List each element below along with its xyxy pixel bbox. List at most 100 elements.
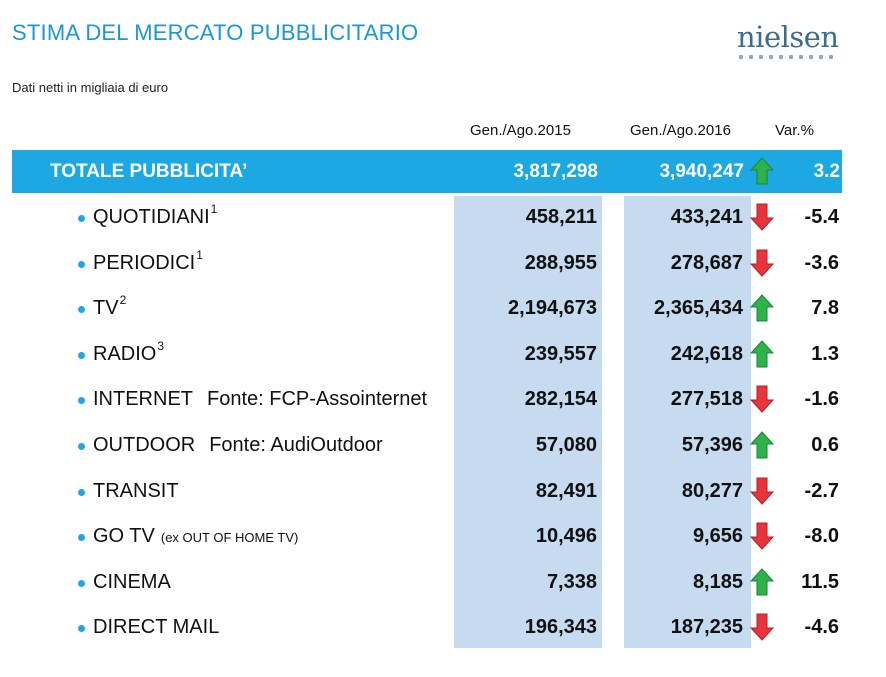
- value-2015: 10,496: [535, 525, 597, 548]
- variation-percent: -4.6: [804, 616, 839, 639]
- row-label-wrap: RADIO3: [93, 339, 164, 366]
- table-row: RADIO3 239,557 242,618 1.3: [0, 333, 886, 379]
- variation-percent: -1.6: [804, 388, 839, 411]
- table-row: DIRECT MAIL 196,343 187,235 -4.6: [0, 606, 886, 652]
- bullet-icon: [78, 625, 85, 633]
- variation-percent: 11.5: [801, 570, 839, 593]
- row-footnote-ref: 1: [196, 247, 203, 262]
- value-2016: 242,618: [670, 342, 743, 365]
- row-footnote-ref: 1: [210, 202, 218, 216]
- trend-down-arrow-icon: [750, 203, 774, 231]
- bullet-icon: [78, 351, 85, 359]
- value-2016: 57,396: [681, 434, 743, 456]
- total-trend-up-arrow-icon: [750, 157, 774, 185]
- row-label-wrap: GO TV (ex OUT OF HOME TV): [93, 525, 298, 548]
- bullet-icon: [78, 397, 85, 405]
- bullet-icon: [78, 488, 85, 496]
- variation-percent: -8.0: [804, 525, 839, 548]
- row-footnote-ref: 3: [157, 338, 165, 353]
- page-title: STIMA DEL MERCATO PUBBLICITARIO: [12, 20, 419, 45]
- trend-down-arrow-icon: [750, 477, 774, 505]
- total-row: TOTALE PUBBLICITA’ 3,817,298 3,940,247 3…: [12, 150, 842, 193]
- row-label: INTERNET: [93, 388, 193, 411]
- nielsen-logo: nielsen: [737, 20, 839, 66]
- row-small-note: (ex OUT OF HOME TV): [160, 530, 299, 546]
- table-row: OUTDOOR Fonte: AudiOutdoor 57,080 57,396 0.6: [0, 424, 886, 470]
- bullet-icon: [78, 215, 85, 222]
- logo-dots: [737, 55, 837, 59]
- bullet-icon: [78, 306, 85, 314]
- row-label-wrap: TRANSIT: [93, 480, 179, 503]
- value-2015: 82,491: [535, 479, 597, 502]
- bullet-icon: [78, 443, 85, 450]
- table-row: QUOTIDIANI1 458,211 433,241 -5.4: [0, 196, 886, 242]
- variation-percent: 7.8: [811, 297, 839, 320]
- trend-down-arrow-icon: [750, 613, 774, 642]
- value-2016: 8,185: [692, 570, 743, 593]
- value-2016: 9,656: [692, 525, 743, 548]
- table-row: INTERNET Fonte: FCP-Assointernet 282,154 27…: [0, 378, 886, 424]
- row-label: TV: [93, 297, 119, 320]
- total-label: TOTALE PUBBLICITA’: [50, 161, 248, 182]
- value-2015: 57,080: [535, 434, 597, 456]
- row-label: DIRECT MAIL: [93, 616, 220, 639]
- row-label: TRANSIT: [93, 479, 179, 502]
- total-value-2015: 3,817,298: [513, 161, 598, 182]
- row-source-note: Fonte: FCP-Assointernet: [207, 388, 428, 411]
- row-label-wrap: CINEMA: [93, 571, 171, 594]
- value-2016: 433,241: [670, 206, 743, 228]
- page-subtitle: Dati netti in migliaia di euro: [12, 80, 169, 95]
- column-header-2016: Gen./Ago.2016: [630, 122, 731, 139]
- row-source-note: Fonte: AudiOutdoor: [209, 434, 383, 456]
- row-label-wrap: INTERNET Fonte: FCP-Assointernet: [93, 388, 427, 411]
- variation-percent: -3.6: [804, 251, 839, 274]
- total-value-2016: 3,940,247: [659, 161, 744, 182]
- variation-percent: 0.6: [811, 434, 839, 456]
- trend-up-arrow-icon: [750, 568, 774, 596]
- table-row: TV2 2,194,673 2,365,434 7.8: [0, 287, 886, 333]
- value-2016: 80,277: [681, 479, 743, 502]
- value-2016: 2,365,434: [654, 297, 743, 320]
- row-label-wrap: OUTDOOR Fonte: AudiOutdoor: [93, 434, 383, 457]
- row-label: OUTDOOR: [93, 434, 196, 456]
- variation-percent: -5.4: [804, 206, 839, 228]
- trend-up-arrow-icon: [750, 294, 774, 322]
- trend-down-arrow-icon: [750, 249, 774, 277]
- row-label-wrap: QUOTIDIANI1: [93, 202, 217, 229]
- variation-percent: -2.7: [804, 479, 839, 502]
- value-2015: 288,955: [524, 251, 597, 274]
- row-label-wrap: DIRECT MAIL: [93, 616, 219, 639]
- table-row: PERIODICI1 288,955 278,687 -3.6: [0, 242, 886, 288]
- value-2015: 239,557: [524, 342, 597, 365]
- table-row: CINEMA 7,338 8,185 11.5: [0, 561, 886, 607]
- trend-up-arrow-icon: [750, 431, 774, 459]
- trend-up-arrow-icon: [750, 340, 774, 368]
- trend-down-arrow-icon: [750, 385, 774, 414]
- row-label: PERIODICI: [93, 251, 196, 274]
- variation-percent: 1.3: [811, 342, 839, 365]
- value-2015: 2,194,673: [508, 297, 597, 320]
- row-label-wrap: PERIODICI1: [93, 248, 203, 275]
- value-2015: 196,343: [524, 616, 597, 639]
- value-2015: 7,338: [546, 570, 597, 593]
- row-footnote-ref: 2: [119, 293, 127, 308]
- value-2016: 187,235: [670, 616, 743, 639]
- value-2016: 278,687: [670, 251, 743, 274]
- table-row: TRANSIT 82,491 80,277 -2.7: [0, 470, 886, 516]
- total-variation: 3.2: [813, 161, 840, 182]
- bullet-icon: [78, 260, 85, 268]
- row-label: RADIO: [93, 342, 157, 365]
- row-label: CINEMA: [93, 570, 171, 593]
- column-header-2015: Gen./Ago.2015: [470, 122, 571, 139]
- column-band-2015: [454, 196, 602, 648]
- trend-down-arrow-icon: [750, 522, 774, 550]
- value-2015: 458,211: [525, 206, 597, 228]
- row-label: QUOTIDIANI: [93, 206, 210, 228]
- column-header-var: Var.%: [775, 122, 814, 139]
- bullet-icon: [78, 534, 85, 542]
- row-label-wrap: TV2: [93, 293, 126, 320]
- row-label: GO TV: [93, 525, 155, 548]
- logo-text: nielsen: [737, 20, 839, 54]
- column-band-2016: [624, 196, 751, 648]
- bullet-icon: [78, 579, 85, 587]
